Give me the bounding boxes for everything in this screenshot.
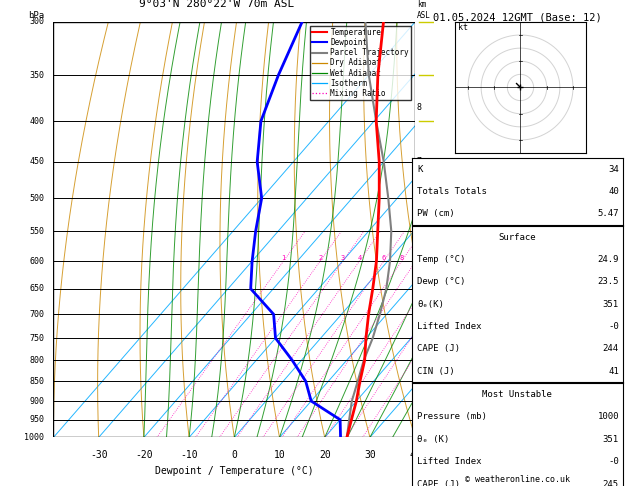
Text: 300: 300 [30, 17, 45, 26]
Text: 5: 5 [417, 239, 422, 248]
Text: -20: -20 [135, 450, 153, 460]
Text: Mixing Ratio (g/kg): Mixing Ratio (g/kg) [432, 186, 442, 274]
Text: Pressure (mb): Pressure (mb) [417, 413, 487, 421]
Text: © weatheronline.co.uk: © weatheronline.co.uk [465, 474, 570, 484]
Text: 750: 750 [30, 333, 45, 343]
Text: 351: 351 [603, 435, 619, 444]
Text: 450: 450 [30, 157, 45, 166]
Text: -10: -10 [181, 450, 198, 460]
Text: hPa: hPa [28, 11, 45, 20]
Text: Surface: Surface [499, 233, 536, 242]
Text: 9°03'N 280°22'W 70m ASL: 9°03'N 280°22'W 70m ASL [138, 0, 294, 9]
Text: 2: 2 [318, 255, 322, 261]
Text: 01.05.2024 12GMT (Base: 12): 01.05.2024 12GMT (Base: 12) [433, 12, 602, 22]
Text: K: K [417, 165, 423, 174]
Text: 350: 350 [30, 70, 45, 80]
Text: 0: 0 [231, 450, 237, 460]
Text: -30: -30 [90, 450, 108, 460]
Text: 24.9: 24.9 [598, 255, 619, 264]
Text: kt: kt [457, 23, 467, 32]
Text: 245: 245 [603, 480, 619, 486]
Legend: Temperature, Dewpoint, Parcel Trajectory, Dry Adiabat, Wet Adiabat, Isotherm, Mi: Temperature, Dewpoint, Parcel Trajectory… [309, 26, 411, 100]
Text: 700: 700 [30, 310, 45, 319]
Text: 650: 650 [30, 284, 45, 293]
Text: 40: 40 [608, 187, 619, 196]
Text: 34: 34 [608, 165, 619, 174]
Text: 850: 850 [30, 377, 45, 386]
Text: 500: 500 [30, 194, 45, 203]
Text: 4: 4 [357, 255, 362, 261]
Text: 2: 2 [417, 356, 422, 365]
Text: Dewpoint / Temperature (°C): Dewpoint / Temperature (°C) [155, 467, 314, 476]
Text: 7: 7 [417, 157, 422, 166]
Text: 4: 4 [417, 274, 422, 282]
Text: PW (cm): PW (cm) [417, 209, 455, 218]
Text: 351: 351 [603, 300, 619, 309]
Text: 600: 600 [30, 257, 45, 265]
Text: -0: -0 [608, 322, 619, 331]
Text: Most Unstable: Most Unstable [482, 390, 552, 399]
Text: θₑ (K): θₑ (K) [417, 435, 449, 444]
Text: 244: 244 [603, 345, 619, 353]
Text: Totals Totals: Totals Totals [417, 187, 487, 196]
Text: 41: 41 [608, 367, 619, 376]
Text: 20: 20 [319, 450, 331, 460]
Text: -0: -0 [608, 457, 619, 466]
Text: Lifted Index: Lifted Index [417, 322, 482, 331]
Text: 23.5: 23.5 [598, 278, 619, 286]
Text: 10: 10 [274, 450, 286, 460]
Text: 1: 1 [281, 255, 286, 261]
Text: LCL: LCL [417, 433, 432, 442]
Text: CAPE (J): CAPE (J) [417, 345, 460, 353]
Text: Lifted Index: Lifted Index [417, 457, 482, 466]
Text: 3: 3 [417, 310, 422, 319]
Text: CIN (J): CIN (J) [417, 367, 455, 376]
Text: 30: 30 [364, 450, 376, 460]
Text: km
ASL: km ASL [417, 0, 431, 20]
Text: 400: 400 [30, 117, 45, 126]
Text: 550: 550 [30, 226, 45, 236]
Text: 5.47: 5.47 [598, 209, 619, 218]
Text: Dewp (°C): Dewp (°C) [417, 278, 465, 286]
Text: 6: 6 [382, 255, 386, 261]
Text: θₑ(K): θₑ(K) [417, 300, 444, 309]
Text: 40: 40 [409, 450, 421, 460]
Text: 6: 6 [417, 201, 422, 209]
Text: 900: 900 [30, 397, 45, 405]
Text: 800: 800 [30, 356, 45, 365]
Text: 950: 950 [30, 415, 45, 424]
Text: 1000: 1000 [25, 433, 45, 442]
Text: 3: 3 [341, 255, 345, 261]
Text: 1: 1 [417, 397, 422, 405]
Text: 8: 8 [399, 255, 404, 261]
Text: 1000: 1000 [598, 413, 619, 421]
Text: 8: 8 [417, 104, 422, 112]
Text: CAPE (J): CAPE (J) [417, 480, 460, 486]
Text: Temp (°C): Temp (°C) [417, 255, 465, 264]
